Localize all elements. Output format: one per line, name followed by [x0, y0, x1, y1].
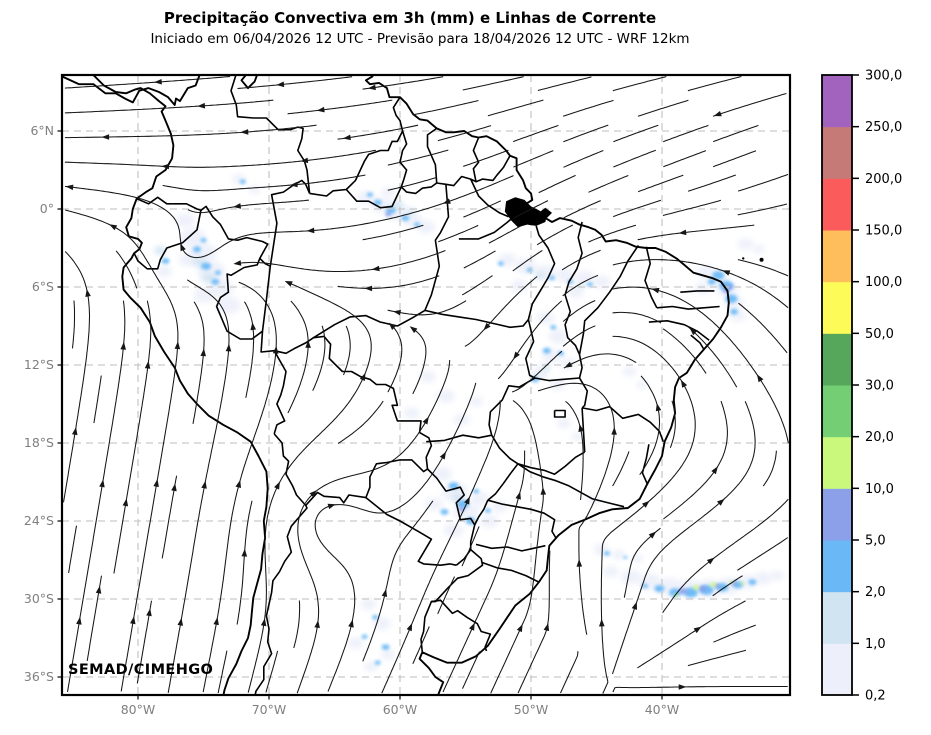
grid-layer	[62, 75, 790, 695]
figure-title: Precipitação Convectiva em 3h (mm) e Lin…	[163, 9, 657, 27]
svg-text:24°S: 24°S	[24, 513, 54, 528]
svg-text:18°S: 18°S	[24, 435, 54, 450]
axis-labels: 6°N 0° 6°S 12°S 18°S 24°S 30°S 36°S 80°W 70°W 60°W…	[24, 123, 679, 717]
svg-text:0,2: 0,2	[865, 689, 886, 704]
precip-layer	[154, 174, 785, 672]
svg-text:30°S: 30°S	[24, 591, 54, 606]
svg-text:6°S: 6°S	[32, 279, 54, 294]
svg-text:2,0: 2,0	[865, 585, 886, 600]
svg-text:0°: 0°	[40, 201, 54, 216]
geography-layer	[62, 75, 764, 695]
svg-text:50,0: 50,0	[865, 327, 894, 342]
svg-text:40°W: 40°W	[645, 702, 680, 717]
svg-text:70°W: 70°W	[252, 702, 287, 717]
svg-text:6°N: 6°N	[30, 123, 54, 138]
svg-text:50°W: 50°W	[514, 702, 549, 717]
svg-text:300,0: 300,0	[865, 69, 902, 84]
watermark: SEMAD/CIMEHGO	[68, 662, 214, 678]
svg-text:80°W: 80°W	[121, 702, 156, 717]
svg-text:100,0: 100,0	[865, 275, 902, 290]
colorbar: 0,2 1,0 2,0 5,0 10,0 20,0 30,0 50,0 100,0 150,0 20…	[821, 69, 902, 704]
svg-text:20,0: 20,0	[865, 430, 894, 445]
svg-text:10,0: 10,0	[865, 482, 894, 497]
svg-text:200,0: 200,0	[865, 172, 902, 187]
map-frame	[60, 73, 792, 697]
svg-text:30,0: 30,0	[865, 379, 894, 394]
svg-text:60°W: 60°W	[383, 702, 418, 717]
svg-text:5,0: 5,0	[865, 534, 886, 549]
svg-text:150,0: 150,0	[865, 224, 902, 239]
svg-text:12°S: 12°S	[24, 357, 54, 372]
svg-text:1,0: 1,0	[865, 637, 886, 652]
svg-text:36°S: 36°S	[24, 669, 54, 684]
svg-text:250,0: 250,0	[865, 120, 902, 135]
figure-subtitle: Iniciado em 06/04/2026 12 UTC - Previsão…	[150, 31, 690, 47]
streamline-layer	[62, 75, 789, 694]
